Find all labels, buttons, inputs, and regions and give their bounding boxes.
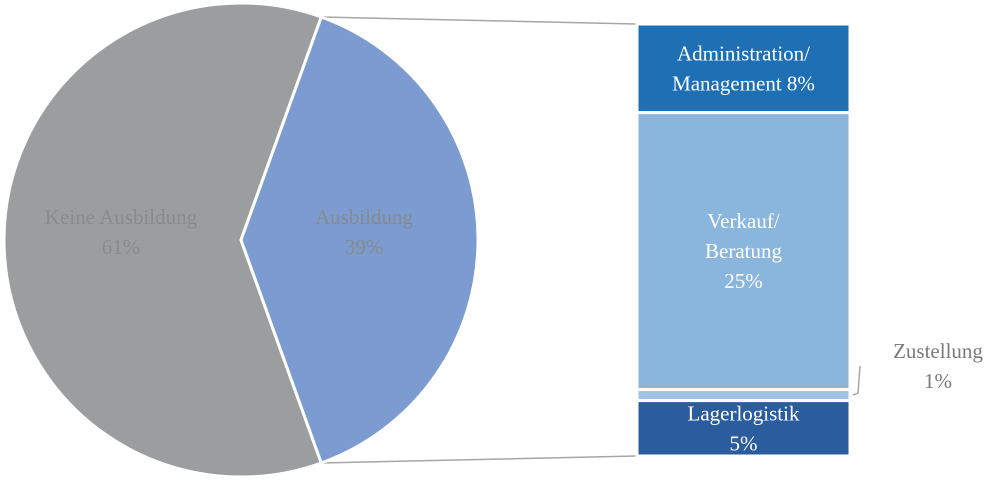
pie-label-ausbildung: Ausbildung 39%	[315, 205, 414, 259]
connector-bottom	[321, 455, 638, 464]
chart-labels: Keine Ausbildung 61% Ausbildung 39% Administ…	[45, 41, 984, 455]
pie	[2, 1, 480, 479]
bar-label-verkauf: Verkauf/Beratung 25%	[705, 209, 782, 293]
pie-label-keine-ausbildung: Keine Ausbildung 61%	[45, 205, 198, 259]
bar-segment-lagerlogistik	[635, 399, 852, 458]
pie-slice-ausbildung	[239, 15, 480, 465]
bar-segment-zustellung	[635, 388, 852, 403]
bar-label-lagerlogistik: Lagerlogistik 5%	[688, 401, 800, 455]
pie-slice-keine-ausbildung	[2, 1, 324, 479]
bar-label-zustellung: Zustellung 1%	[893, 339, 983, 393]
bar-label-administration: Administration/Management 8%	[672, 41, 815, 95]
bar-segment-administration	[635, 22, 852, 115]
connector-lines	[321, 16, 638, 464]
stacked-bar	[635, 22, 852, 458]
bar-segment-verkauf	[635, 111, 852, 392]
connector-top	[321, 16, 638, 25]
leader-line-zustellung	[852, 365, 861, 396]
